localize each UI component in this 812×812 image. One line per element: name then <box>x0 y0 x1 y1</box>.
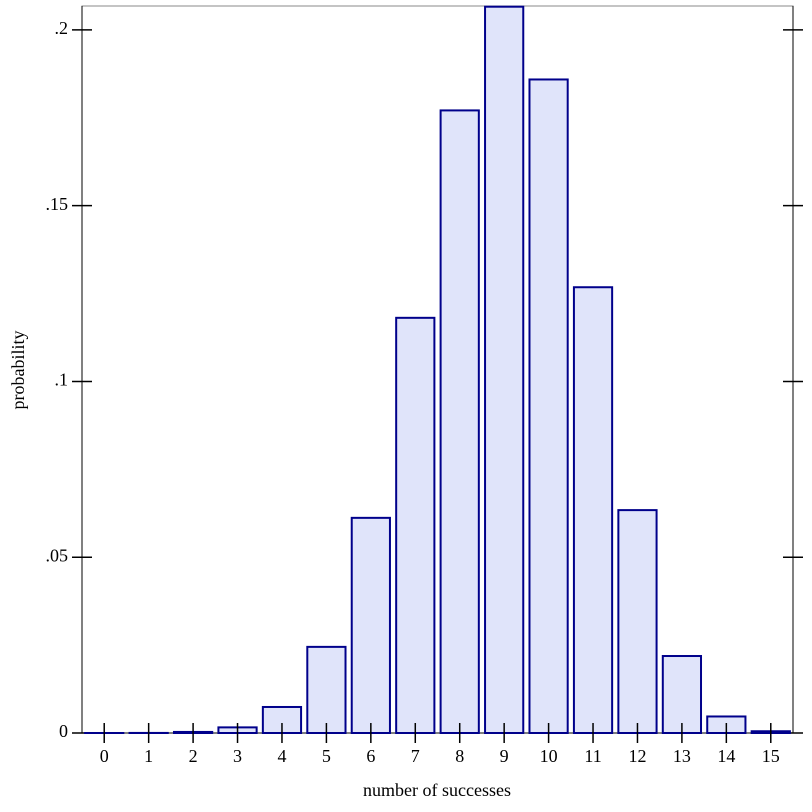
bar <box>306 645 347 735</box>
y-tick-label: .15 <box>46 194 69 214</box>
y-tick-label: .2 <box>55 18 69 38</box>
x-tick-label: 3 <box>233 746 242 766</box>
x-tick-label: 0 <box>100 746 109 766</box>
y-tick-label: 0 <box>59 721 68 741</box>
x-tick-label: 4 <box>277 746 286 766</box>
x-tick-label: 8 <box>455 746 464 766</box>
bar <box>484 5 525 734</box>
x-tick-label: 11 <box>584 746 601 766</box>
y-axis-label: probability <box>8 331 28 410</box>
x-axis-label: number of successes <box>363 780 511 800</box>
x-tick-label: 6 <box>366 746 375 766</box>
x-tick-label: 2 <box>189 746 198 766</box>
plot-frame <box>81 5 794 734</box>
bar <box>572 286 614 734</box>
x-tick-label: 14 <box>717 746 735 766</box>
bar <box>439 109 480 735</box>
y-tick-label: .05 <box>46 545 69 565</box>
bar <box>528 78 569 735</box>
bar <box>661 655 703 734</box>
x-tick-label: 7 <box>411 746 420 766</box>
bar <box>617 509 658 734</box>
x-tick-label: 1 <box>144 746 153 766</box>
x-tick-label: 15 <box>762 746 780 766</box>
x-tick-label: 9 <box>500 746 509 766</box>
bar <box>350 516 391 735</box>
x-tick-label: 5 <box>322 746 331 766</box>
x-tick-label: 13 <box>673 746 691 766</box>
bar <box>395 316 436 734</box>
x-tick-label: 10 <box>540 746 558 766</box>
y-tick-label: .1 <box>55 370 69 390</box>
x-tick-label: 12 <box>628 746 646 766</box>
